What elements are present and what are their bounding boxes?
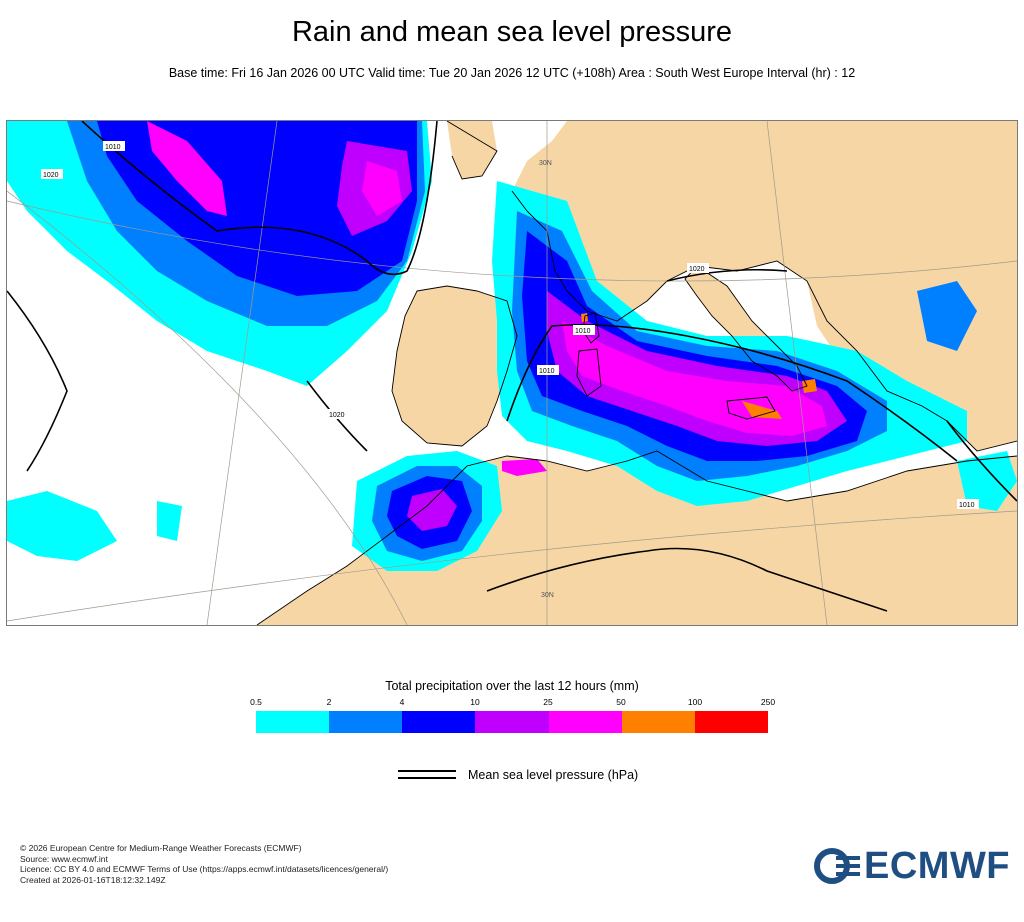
isobar-1010-east: [946, 420, 1017, 502]
legend-tick: 10: [470, 697, 480, 707]
isobar-1020-atlantic: [7, 290, 68, 472]
chart-subtitle: Base time: Fri 16 Jan 2026 00 UTC Valid …: [168, 66, 856, 80]
precip-east-cyan: [957, 451, 1017, 511]
precip-med-orange: [742, 401, 782, 419]
legend-tick: 50: [616, 697, 626, 707]
legend-swatch: [256, 711, 330, 733]
isobar-label: 1010: [539, 368, 555, 375]
legend-tick: 0.5: [250, 697, 262, 707]
footer-credits: © 2026 European Centre for Medium-Range …: [20, 843, 388, 885]
ecmwf-logo-text: ECMWF: [864, 844, 1011, 887]
legend-swatch: [621, 711, 695, 733]
map-canvas: 1010 1020 1020 1010 1010 1020 1010 30N 3…: [7, 121, 1017, 625]
graticule: [7, 121, 1017, 625]
footer-line: Source: www.ecmwf.int: [20, 853, 108, 864]
ecmwf-logo: ECMWF: [814, 844, 1011, 887]
isobar-1010-africa: [486, 547, 888, 612]
ecmwf-logo-icon: [814, 848, 860, 884]
precipitation-field: [7, 121, 1017, 571]
precip-atlantic-magenta: [147, 121, 227, 216]
graticule-label: 30N: [541, 592, 554, 599]
legend-title: Total precipitation over the last 12 hou…: [385, 679, 639, 693]
legend-swatch: [402, 711, 476, 733]
isobars: [7, 121, 1017, 612]
precip-showers-west: [7, 491, 117, 561]
legend-swatch: [694, 711, 768, 733]
precip-morocco-purple: [407, 489, 457, 531]
isobar-label: 1020: [329, 412, 345, 419]
legend-swatch: [548, 711, 622, 733]
isobar-1010-med: [506, 323, 958, 462]
precip-showers-west2: [157, 501, 182, 541]
forecast-map[interactable]: 1010 1020 1020 1010 1010 1020 1010 30N 3…: [6, 120, 1018, 626]
isobar-label: 1010: [105, 144, 121, 151]
legend-tick: 25: [543, 697, 553, 707]
precip-aegean: [917, 281, 977, 351]
isobar-label-group: 1010 1020 1020 1010 1010 1020 1010: [41, 141, 979, 509]
isobar-label: 1020: [43, 172, 59, 179]
coastlines: [256, 121, 1017, 625]
isobar-legend-line: [398, 769, 458, 781]
legend-tick: 100: [687, 697, 703, 707]
precip-alboran-magenta: [502, 459, 547, 476]
legend-swatch: [475, 711, 549, 733]
isobar-label: 1010: [575, 328, 591, 335]
land-britain: [447, 121, 497, 179]
isobar-1020-north: [666, 268, 788, 282]
graticule-label: 30N: [539, 160, 552, 167]
footer-line: Licence: CC BY 4.0 and ECMWF Terms of Us…: [20, 864, 389, 874]
land-iberia: [392, 286, 517, 446]
isobar-label: 1020: [689, 266, 705, 273]
isobar-label: 1010: [959, 502, 975, 509]
isobar-1010-atlantic: [81, 121, 438, 276]
footer-line: © 2026 European Centre for Medium-Range …: [20, 843, 302, 853]
chart-title: Rain and mean sea level pressure: [291, 16, 733, 48]
footer-line: Created at 2026-01-16T18:12:32.149Z: [20, 874, 166, 885]
legend-swatch: [329, 711, 403, 733]
legend-tick: 250: [760, 697, 776, 707]
isobar-legend-label: Mean sea level pressure (hPa): [468, 768, 639, 782]
precipitation-colorbar: [256, 711, 768, 733]
legend-tick: 2: [326, 697, 332, 707]
precip-atlantic-magenta2: [362, 161, 402, 216]
legend-tick: 4: [399, 697, 405, 707]
